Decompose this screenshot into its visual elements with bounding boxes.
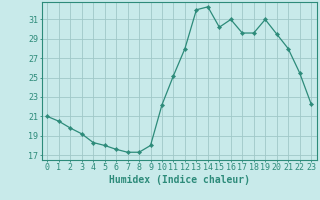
X-axis label: Humidex (Indice chaleur): Humidex (Indice chaleur) [109, 175, 250, 185]
